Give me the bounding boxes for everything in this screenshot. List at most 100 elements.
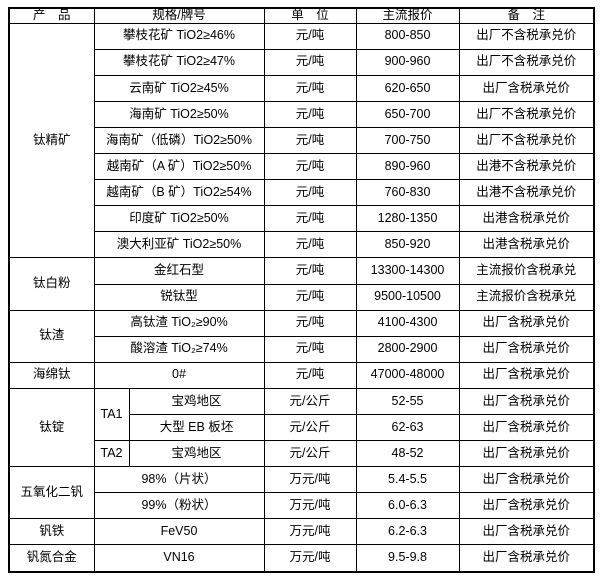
product-cell-vanadium-pentoxide: 五氧化二钒 <box>8 466 95 520</box>
price-cell: 48-52 <box>355 439 460 468</box>
table-row: 越南矿（A 矿）TiO2≥50% 元/吨 890-960 出港不含税承兑价 <box>9 153 595 181</box>
spec-cell: FeV50 <box>93 518 265 546</box>
table-row: 海南矿（低磷）TiO2≥50% 元/吨 700-750 出厂不含税承兑价 <box>9 127 595 155</box>
header-price: 主流报价 <box>355 7 460 24</box>
unit-cell: 元/吨 <box>263 361 357 389</box>
price-cell: 47000-48000 <box>355 361 460 389</box>
spec-cell: 98%（片状） <box>93 466 265 494</box>
unit-cell: 万元/吨 <box>263 518 357 546</box>
table-row: 攀枝花矿 TiO2≥47% 元/吨 900-960 出厂不含税承兑价 <box>9 48 595 76</box>
unit-cell: 元/吨 <box>263 231 357 259</box>
table-row: 澳大利亚矿 TiO2≥50% 元/吨 850-920 出港含税承兑价 <box>9 231 595 259</box>
price-cell: 650-700 <box>355 100 460 129</box>
note-cell: 出港不含税承兑价 <box>458 179 595 207</box>
grade-cell: TA2 <box>93 439 130 468</box>
table-row: TA2 宝鸡地区 元/公斤 48-52 出厂含税承兑价 <box>9 439 595 468</box>
price-cell: 900-960 <box>355 48 460 76</box>
unit-cell: 万元/吨 <box>263 544 357 573</box>
spec-cell: 高钛渣 TiO₂≥90% <box>93 309 265 337</box>
spec-cell: VN16 <box>93 544 265 573</box>
spec-cell: 越南矿（B 矿）TiO2≥54% <box>93 179 265 207</box>
price-cell: 700-750 <box>355 127 460 155</box>
product-cell-ferrovanadium: 钒铁 <box>8 518 95 546</box>
note-cell: 出厂不含税承兑价 <box>458 100 595 129</box>
note-cell: 出厂含税承兑价 <box>458 518 595 546</box>
table-row: 钒铁 FeV50 万元/吨 6.2-6.3 出厂含税承兑价 <box>8 518 595 546</box>
unit-cell: 元/吨 <box>263 127 357 155</box>
unit-cell: 元/吨 <box>263 153 357 181</box>
price-cell: 890-960 <box>355 153 460 181</box>
note-cell: 出厂含税承兑价 <box>458 335 595 363</box>
note-cell: 出厂含税承兑价 <box>458 413 595 442</box>
product-cell-titanium-ingot: 钛锭 <box>8 387 95 468</box>
unit-cell: 元/吨 <box>263 283 357 311</box>
price-cell: 9.5-9.8 <box>355 544 460 573</box>
unit-cell: 元/吨 <box>263 100 357 129</box>
unit-cell: 元/公斤 <box>263 387 357 415</box>
note-cell: 出厂含税承兑价 <box>458 466 595 494</box>
price-cell: 620-650 <box>355 74 460 102</box>
table-row: 锐钛型 元/吨 9500-10500 主流报价含税承兑 <box>9 283 595 311</box>
note-cell: 出厂含税承兑价 <box>458 544 595 573</box>
table-row: 钛锭 TA1 宝鸡地区 元/公斤 52-55 出厂含税承兑价 <box>8 387 595 468</box>
price-cell: 62-63 <box>355 413 460 442</box>
note-cell: 出厂含税承兑价 <box>458 492 595 520</box>
table-row: 大型 EB 板坯 元/公斤 62-63 出厂含税承兑价 <box>9 413 595 442</box>
note-cell: 出厂不含税承兑价 <box>458 48 595 76</box>
price-cell: 4100-4300 <box>355 309 460 337</box>
spec-cell: 99%（粉状） <box>93 492 265 520</box>
table-row: 越南矿（B 矿）TiO2≥54% 元/吨 760-830 出港不含税承兑价 <box>9 179 595 207</box>
grade-cell: TA1 <box>93 387 130 442</box>
note-cell: 出厂含税承兑价 <box>458 361 595 389</box>
unit-cell: 元/吨 <box>263 257 357 285</box>
price-cell: 850-920 <box>355 231 460 259</box>
note-cell: 主流报价含税承兑 <box>458 283 595 311</box>
spec-cell: 宝鸡地区 <box>128 439 265 468</box>
header-unit: 单 位 <box>263 7 357 24</box>
unit-cell: 元/吨 <box>263 48 357 76</box>
header-row: 产 品 规格/牌号 单 位 主流报价 备 注 <box>8 7 595 24</box>
price-table-container: 产 品 规格/牌号 单 位 主流报价 备 注 钛精矿 攀枝花矿 TiO2≥46%… <box>8 7 596 573</box>
note-cell: 出厂不含税承兑价 <box>458 22 595 50</box>
table-row: 酸溶渣 TiO₂≥74% 元/吨 2800-2900 出厂含税承兑价 <box>9 335 595 363</box>
price-cell: 9500-10500 <box>355 283 460 311</box>
price-cell: 6.0-6.3 <box>355 492 460 520</box>
note-cell: 出厂含税承兑价 <box>458 309 595 337</box>
note-cell: 出港含税承兑价 <box>458 231 595 259</box>
spec-cell: 印度矿 TiO2≥50% <box>93 205 265 233</box>
unit-cell: 元/吨 <box>263 179 357 207</box>
price-cell: 52-55 <box>355 387 460 415</box>
titanium-price-table: 产 品 规格/牌号 单 位 主流报价 备 注 钛精矿 攀枝花矿 TiO2≥46%… <box>8 7 596 573</box>
note-cell: 出港不含税承兑价 <box>458 153 595 181</box>
header-note: 备 注 <box>458 7 595 24</box>
unit-cell: 元/吨 <box>263 309 357 337</box>
price-cell: 760-830 <box>355 179 460 207</box>
note-cell: 主流报价含税承兑 <box>458 257 595 285</box>
spec-cell: 酸溶渣 TiO₂≥74% <box>93 335 265 363</box>
table-row: 海南矿 TiO2≥50% 元/吨 650-700 出厂不含税承兑价 <box>9 100 595 129</box>
unit-cell: 万元/吨 <box>263 492 357 520</box>
product-cell-titanium-concentrate: 钛精矿 <box>8 22 95 259</box>
note-cell: 出港含税承兑价 <box>458 205 595 233</box>
unit-cell: 元/吨 <box>263 22 357 50</box>
price-cell: 1280-1350 <box>355 205 460 233</box>
price-cell: 13300-14300 <box>355 257 460 285</box>
table-row: 99%（粉状） 万元/吨 6.0-6.3 出厂含税承兑价 <box>9 492 595 520</box>
spec-cell: 大型 EB 板坯 <box>128 413 265 442</box>
table-row: 钛渣 高钛渣 TiO₂≥90% 元/吨 4100-4300 出厂含税承兑价 <box>8 309 595 363</box>
unit-cell: 元/公斤 <box>263 413 357 442</box>
table-row: 钒氮合金 VN16 万元/吨 9.5-9.8 出厂含税承兑价 <box>8 544 595 573</box>
spec-cell: 宝鸡地区 <box>128 387 265 415</box>
spec-cell: 海南矿 TiO2≥50% <box>93 100 265 129</box>
spec-cell: 海南矿（低磷）TiO2≥50% <box>93 127 265 155</box>
spec-cell: 越南矿（A 矿）TiO2≥50% <box>93 153 265 181</box>
unit-cell: 元/吨 <box>263 205 357 233</box>
spec-cell: 云南矿 TiO2≥45% <box>93 74 265 102</box>
price-cell: 6.2-6.3 <box>355 518 460 546</box>
unit-cell: 元/公斤 <box>263 439 357 468</box>
product-cell-titanium-slag: 钛渣 <box>8 309 95 363</box>
price-cell: 2800-2900 <box>355 335 460 363</box>
note-cell: 出厂含税承兑价 <box>458 387 595 415</box>
spec-cell: 0# <box>93 361 265 389</box>
table-row: 海绵钛 0# 元/吨 47000-48000 出厂含税承兑价 <box>8 361 595 389</box>
